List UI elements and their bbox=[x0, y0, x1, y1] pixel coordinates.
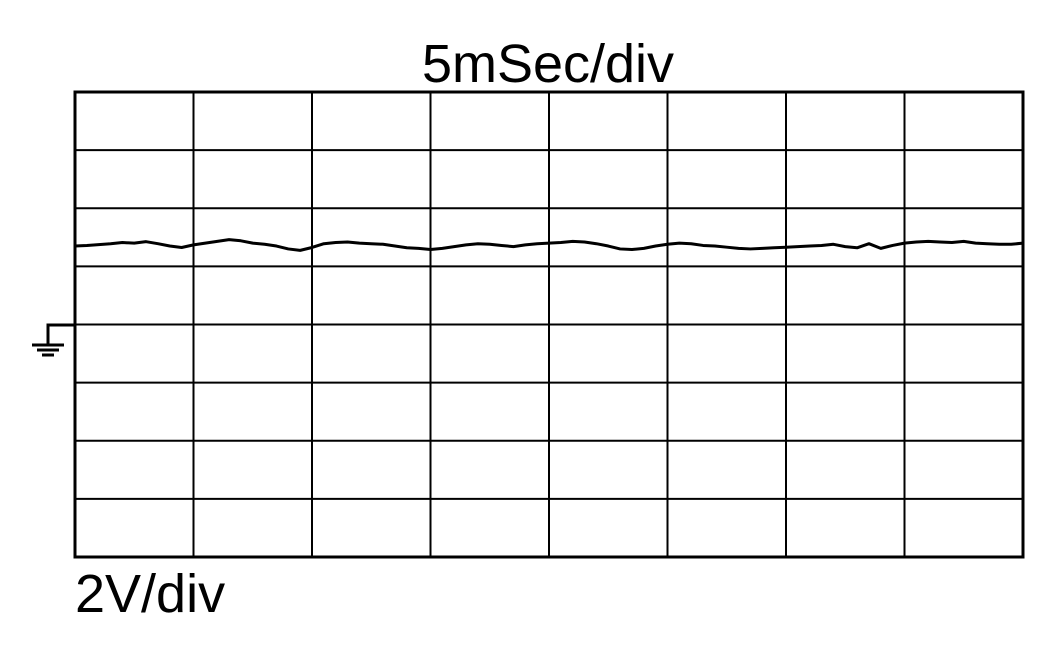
y-scale-label: 2V/div bbox=[75, 564, 225, 624]
plot-border bbox=[73, 90, 1025, 559]
trace bbox=[74, 238, 1024, 252]
ground-marker bbox=[32, 323, 75, 357]
chart-title: 5mSec/div bbox=[422, 34, 674, 94]
